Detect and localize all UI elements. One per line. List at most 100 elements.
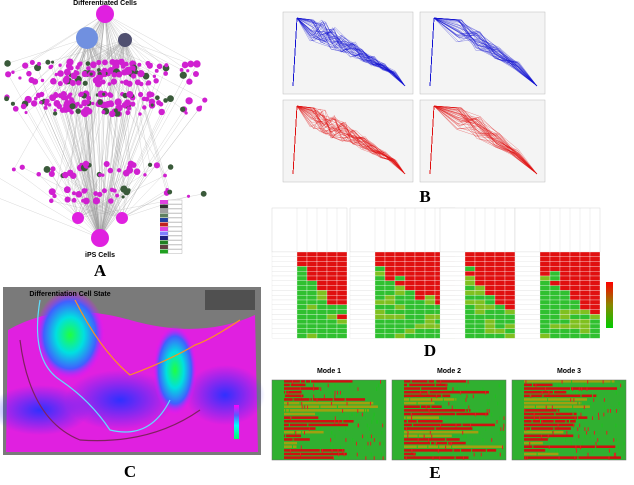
cell [306,314,318,320]
cell [394,333,406,339]
node [73,70,78,74]
edge [99,94,150,239]
cell [504,271,516,277]
cell [569,285,581,291]
cell [404,261,416,267]
band [524,401,582,405]
cell [404,319,416,325]
fleck [597,412,599,417]
row-name [514,304,541,310]
row-name [271,309,298,315]
node [64,99,71,107]
band [404,423,495,427]
cell [414,333,426,339]
cell [494,266,506,272]
edge [84,13,106,103]
node [53,111,58,116]
fleck [571,380,573,384]
edge [46,169,101,239]
cell [374,328,386,334]
cell [484,309,496,315]
fleck [462,430,464,435]
cell [569,275,581,281]
cell [336,328,348,334]
fleck [434,441,436,446]
fleck [455,423,457,428]
node [22,62,29,69]
trace [292,105,406,175]
fleck [294,430,296,435]
cell [464,251,476,257]
cell [539,314,551,320]
fleck [577,456,579,460]
fleck [497,401,499,406]
fleck [450,420,452,424]
fleck [602,380,604,384]
cell [579,256,591,262]
band [404,394,451,398]
fleck [561,380,563,384]
row-name [271,275,298,281]
fleck [376,420,378,424]
node [147,162,153,167]
cell [326,309,338,315]
cell [569,271,581,277]
fleck [586,387,588,391]
band [284,380,353,383]
band [524,380,615,383]
cell [549,256,561,262]
row-name [349,280,376,286]
trace [292,17,406,87]
node [130,101,136,107]
cell [589,271,601,277]
edge [69,109,101,239]
edge [99,62,117,239]
fleck [485,449,487,453]
cell [414,280,426,286]
fleck [463,398,465,402]
cell [504,275,516,281]
legend-swatch [160,200,168,204]
fleck [485,412,487,417]
band [284,416,319,419]
legend-cell [167,240,183,245]
legend-cell [167,208,183,214]
cell [539,290,551,296]
fleck [362,434,364,439]
fleck [465,398,467,402]
cell [474,280,486,286]
node [143,173,147,177]
fleck [330,438,332,442]
trace [292,17,406,87]
band [524,420,576,423]
cell [464,275,476,281]
cell [579,285,591,291]
fleck [331,449,333,453]
cell [414,295,426,301]
fleck [431,398,433,402]
fleck [454,456,456,460]
cell [579,275,591,281]
cell [414,285,426,291]
cell [464,290,476,296]
row-name [271,314,298,320]
fleck [438,445,440,450]
fleck [524,456,526,460]
fleck [580,409,582,413]
cell [484,275,496,281]
fleck [411,412,413,417]
cell [539,309,551,315]
band [284,383,306,387]
node [44,101,49,107]
row-name [439,280,466,286]
band [284,394,304,398]
cell [336,299,348,305]
cell [549,328,561,334]
fleck [529,394,531,399]
fleck [372,416,374,420]
node [48,188,56,196]
mode-title: Mode 1 [317,368,341,375]
fleck [406,420,408,424]
fleck [285,390,287,395]
node [34,64,42,72]
